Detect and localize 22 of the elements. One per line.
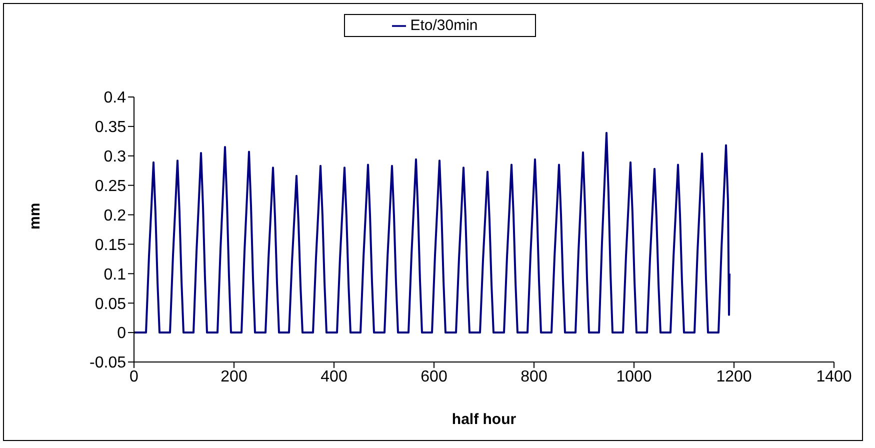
y-tick-label: 0.4 [104,90,126,107]
y-tick-label: 0.2 [104,207,126,224]
x-tick-label: 600 [420,368,448,386]
y-tick-label: -0.05 [90,354,126,372]
y-tick-label: 0.05 [94,296,126,313]
x-tick-label: 400 [320,368,348,386]
y-tick-label: 0.1 [104,266,126,284]
y-axis-title: mm [26,202,44,230]
x-tick-label: 1200 [716,368,752,386]
y-tick-label: 0.15 [94,236,126,254]
y-tick-label: 0.35 [94,119,126,136]
x-axis-title: half hour [452,411,516,428]
x-tick-label: 800 [520,368,548,386]
y-tick-label: 0 [117,325,126,342]
x-tick-label: 200 [220,368,248,386]
x-tick-label: 0 [130,368,139,386]
x-tick-label: 1000 [616,368,652,386]
y-tick-label: 0.3 [104,148,126,166]
line-series [134,132,730,334]
y-tick-label: 0.25 [94,178,126,196]
x-tick-label: 1400 [816,368,852,386]
legend-label: Eto/30min [410,17,478,34]
